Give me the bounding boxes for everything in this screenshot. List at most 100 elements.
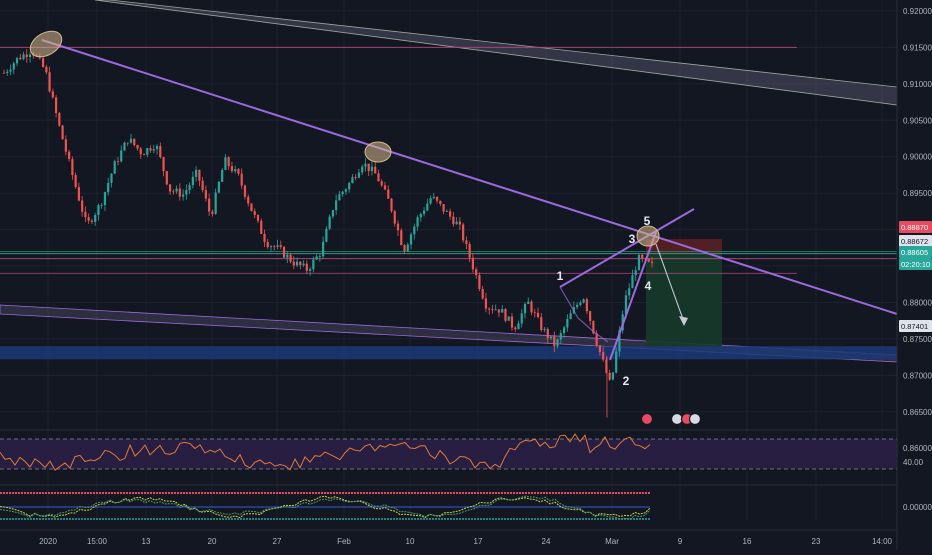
candle-body — [465, 240, 468, 244]
candle-body — [488, 308, 491, 310]
candle-body — [139, 148, 142, 155]
candle-body — [198, 169, 201, 181]
candle-body — [263, 233, 266, 242]
oscillator-panel — [0, 484, 932, 520]
price-badge-label: 0.88870 — [901, 223, 928, 232]
candle-body — [341, 191, 344, 195]
candle-body — [562, 327, 566, 334]
candle-body — [289, 254, 292, 262]
candle-body — [168, 184, 172, 192]
candle-body — [527, 301, 530, 304]
rsi-line — [0, 433, 651, 471]
candle-body — [615, 351, 618, 373]
candle-body — [162, 157, 165, 172]
candle-body — [322, 241, 325, 257]
candle-body — [533, 312, 536, 314]
wave-label: 2 — [623, 374, 630, 388]
candle-body — [400, 230, 403, 246]
candle-body — [318, 256, 321, 258]
candle-body — [286, 254, 289, 258]
candle-body — [598, 345, 601, 353]
candle-body — [41, 58, 45, 67]
price-tick-label: 0.86500 — [903, 408, 932, 417]
candle-body — [452, 216, 455, 225]
candle-body — [84, 211, 87, 218]
candle-body — [618, 330, 621, 352]
candle-body — [634, 270, 637, 276]
wedge-lower-line — [609, 231, 657, 361]
candle-body — [55, 97, 58, 113]
candle-body — [458, 221, 461, 225]
candle-body — [51, 91, 54, 98]
time-tick-label: 24 — [542, 537, 551, 546]
candle-body — [462, 224, 465, 241]
candle-body — [579, 302, 582, 305]
event-markers[interactable] — [640, 412, 702, 426]
candle-body — [185, 190, 188, 195]
candle-body — [396, 223, 400, 231]
candle-body — [123, 142, 126, 151]
candle-body — [110, 173, 113, 183]
candle-body — [312, 259, 315, 270]
candle-body — [426, 203, 429, 211]
candle-body — [367, 163, 370, 172]
zones — [0, 239, 897, 360]
price-badge — [899, 221, 932, 233]
candle-body — [276, 245, 279, 247]
candle-body — [530, 301, 533, 313]
candle-body — [569, 313, 572, 319]
time-tick-label: 2020 — [39, 537, 57, 546]
price-axis-bg — [897, 0, 932, 550]
candle-body — [136, 145, 139, 149]
candle-body — [439, 200, 442, 204]
wave-labels: 1 2 3 4 5 — [557, 214, 652, 388]
price-badge — [899, 235, 932, 247]
price-tick-label: 0.92000 — [903, 7, 932, 16]
candle-body — [172, 191, 175, 193]
candle-body — [19, 57, 22, 60]
candle-body — [250, 203, 253, 212]
candle-body — [566, 318, 569, 328]
candle-body — [295, 261, 299, 266]
horizontal-levels — [0, 46, 897, 274]
candle-body — [175, 188, 178, 192]
candle-body — [103, 192, 107, 206]
osc-line — [0, 495, 651, 519]
event-marker-icon[interactable] — [670, 412, 684, 426]
candle-body — [6, 71, 9, 73]
time-tick-label: 23 — [812, 537, 821, 546]
candle-body — [338, 194, 341, 201]
candle-body — [504, 308, 507, 321]
candle-body — [602, 352, 605, 360]
candle-body — [71, 159, 74, 176]
candle-body — [536, 312, 540, 318]
candle-body — [129, 138, 133, 143]
candle-body — [302, 263, 305, 266]
candle-body — [510, 316, 514, 328]
candle-body — [181, 194, 185, 197]
candle-body — [224, 157, 227, 170]
candle-body — [146, 148, 149, 155]
candle-body — [390, 198, 393, 212]
time-tick-label: 27 — [273, 537, 282, 546]
candle-body — [217, 181, 221, 193]
candle-body — [100, 205, 103, 206]
candle-body — [608, 372, 611, 380]
candle-body — [68, 151, 71, 160]
candle-body — [589, 311, 592, 321]
time-tick-label: 14:00 — [872, 537, 893, 546]
candle-body — [549, 336, 553, 339]
event-marker-icon[interactable] — [688, 412, 702, 426]
candle-body — [74, 175, 77, 188]
price-tick-label: 0.90500 — [903, 116, 932, 125]
candle-body — [449, 211, 452, 217]
candle-body — [611, 372, 615, 380]
candle-body — [559, 333, 562, 340]
candle-body — [514, 327, 517, 330]
candle-body — [308, 269, 312, 271]
candle-body — [357, 172, 361, 178]
event-marker-icon[interactable] — [640, 412, 654, 426]
candle-body — [159, 146, 162, 158]
